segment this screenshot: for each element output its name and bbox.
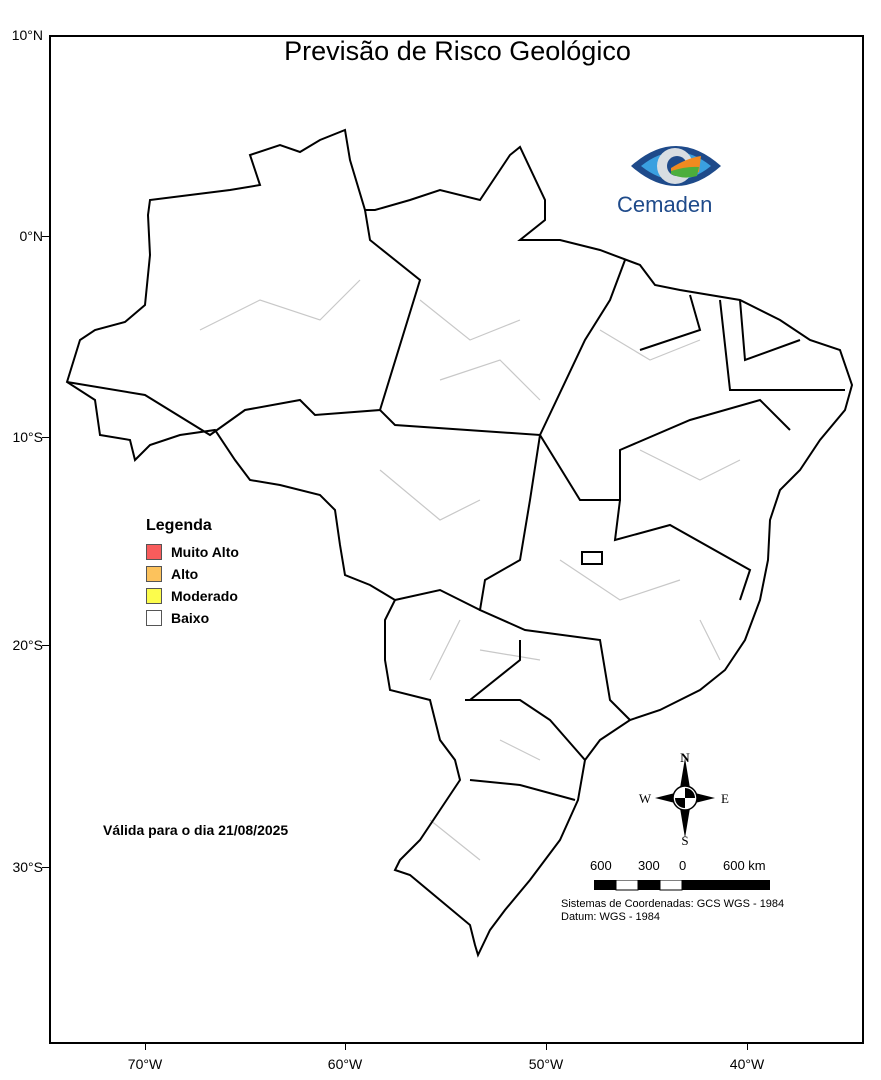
legend-item-alto: Alto [146, 563, 239, 585]
legend: Legenda Muito Alto Alto Moderado Baixo [146, 517, 239, 629]
lon-tick-mark [546, 1044, 547, 1050]
scale-label: 300 [638, 858, 660, 873]
legend-swatch [146, 610, 162, 626]
map-frame [49, 35, 864, 1044]
compass-rose-icon: N S W E [639, 750, 729, 848]
legend-item-moderado: Moderado [146, 585, 239, 607]
logo-text: Cemaden [617, 192, 713, 217]
lon-tick-label: 50°W [528, 1056, 564, 1072]
cemaden-logo [631, 146, 721, 186]
compass-e: E [721, 791, 729, 806]
legend-swatch [146, 566, 162, 582]
legend-label: Alto [171, 566, 199, 582]
coordinate-system-line: Sistemas de Coordenadas: GCS WGS - 1984 [561, 898, 785, 910]
state-boundaries [66, 209, 845, 801]
legend-title: Legenda [146, 517, 212, 534]
lat-tick-mark [42, 645, 49, 646]
lon-tick-label: 40°W [729, 1056, 765, 1072]
lon-tick-label: 70°W [127, 1056, 163, 1072]
lat-tick-label: 20°S [12, 637, 43, 653]
legend-swatch [146, 544, 162, 560]
legend-label: Baixo [171, 610, 210, 626]
lat-tick-label: 30°S [12, 859, 43, 875]
lon-tick-mark [747, 1044, 748, 1050]
validity-date: Válida para o dia 21/08/2025 [103, 822, 289, 838]
legend-item-muito-alto: Muito Alto [146, 541, 239, 563]
brazil-outline [65, 128, 854, 958]
legend-swatch [146, 588, 162, 604]
compass-n: N [680, 750, 690, 765]
coordinate-system: Sistemas de Coordenadas: GCS WGS - 1984 … [561, 898, 784, 924]
lon-tick-mark [345, 1044, 346, 1050]
datum-line: Datum: WGS - 1984 [561, 911, 661, 923]
municipal-boundaries [199, 279, 741, 861]
compass-w: W [639, 791, 652, 806]
scale-label: 0 [679, 858, 687, 873]
legend-item-baixo: Baixo [146, 607, 239, 629]
legend-label: Muito Alto [171, 544, 239, 560]
scale-bar [594, 880, 770, 891]
lon-tick-mark [145, 1044, 146, 1050]
lat-tick-mark [42, 867, 49, 868]
lat-tick-label: 10°N [11, 27, 43, 43]
lat-tick-mark [42, 236, 49, 237]
lat-tick-label: 10°S [12, 429, 43, 445]
legend-label: Moderado [171, 588, 238, 604]
compass-s: S [681, 833, 688, 848]
lon-tick-label: 60°W [327, 1056, 363, 1072]
lat-tick-label: 0°N [19, 228, 44, 244]
scale-label: 600 km [723, 858, 766, 873]
map-title: Previsão de Risco Geológico [284, 36, 631, 66]
scale-label: 600 [590, 858, 612, 873]
lat-tick-mark [42, 437, 49, 438]
